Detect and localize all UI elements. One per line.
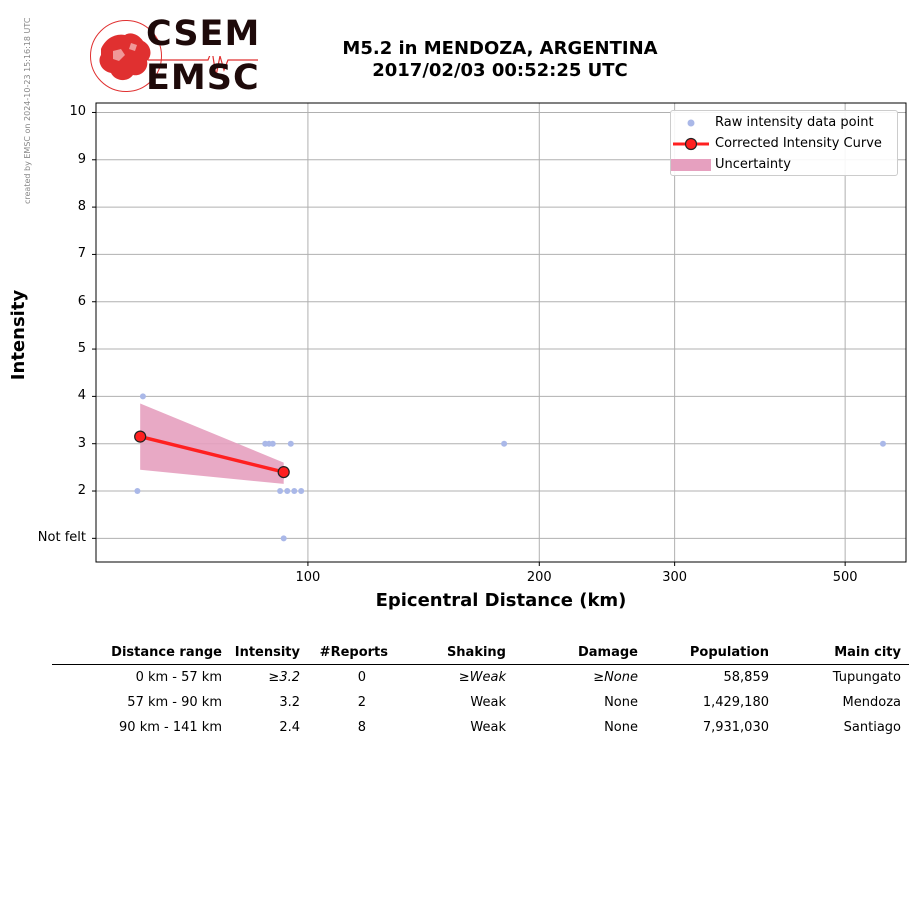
cell-intensity: 3.2 [279,695,300,710]
y-tick-label: 4 [77,388,86,404]
y-tick-label: 8 [77,199,86,215]
cell-distance-range: 0 km - 57 km [135,670,222,685]
cell-reports: 2 [357,695,366,710]
col-main-city: Main city [777,640,909,665]
x-axis-label: Epicentral Distance (km) [375,590,627,611]
legend-raw-label: Raw intensity data point [715,115,874,130]
raw-data-point [879,440,886,447]
legend-uncertainty-swatch [671,159,711,171]
y-tick-label: 3 [77,435,86,451]
raw-data-point [291,488,298,495]
cell-reports: 8 [357,720,366,735]
corrected-curve-marker [134,430,147,443]
intensity-summary-table: Distance range Intensity #Reports Shakin… [52,640,909,740]
cell-population: 58,859 [723,670,770,685]
cell-population: 1,429,180 [702,695,769,710]
y-tick-label: 10 [69,104,86,120]
corrected-curve-line [139,434,285,474]
cell-distance-range: 90 km - 141 km [119,720,222,735]
cell-damage: None [604,720,638,735]
cell-intensity: 2.4 [279,720,300,735]
y-axis-label: Intensity [8,289,29,381]
cell-population: 7,931,030 [702,720,769,735]
raw-data-point [298,488,305,495]
y-tick-label: Not felt [37,530,86,546]
cell-main-city: Mendoza [842,695,901,710]
chart-title-line2: 2017/02/03 00:52:25 UTC [372,60,628,81]
corrected-curve-marker [277,465,290,479]
x-tick-label: 100 [295,570,321,585]
cell-shaking: Weak [470,720,506,735]
cell-shaking: ≥Weak [458,670,506,685]
col-population: Population [646,640,777,665]
col-damage: Damage [514,640,646,665]
table-row: 90 km - 141 km 2.4 8 Weak None 7,931,030… [52,715,909,740]
csem-emsc-logo: CSEM EMSC [88,14,261,98]
raw-data-point [287,440,294,447]
y-tick-label: 5 [77,341,86,357]
table-row: 57 km - 90 km 3.2 2 Weak None 1,429,180 … [52,690,909,715]
cell-main-city: Tupungato [832,670,901,685]
raw-data-point [134,488,141,495]
cell-distance-range: 57 km - 90 km [127,695,222,710]
legend-raw-marker [687,119,695,127]
logo-emsc-text: EMSC [146,58,260,98]
y-tick-label: 9 [77,151,86,167]
col-reports: #Reports [308,640,396,665]
cell-damage: None [604,695,638,710]
raw-data-point [501,440,508,447]
x-tick-label: 300 [662,570,688,585]
legend-uncertainty-label: Uncertainty [715,157,791,172]
col-distance-range: Distance range [52,640,230,665]
y-tick-label: 7 [77,246,86,262]
table-row: 0 km - 57 km ≥3.2 0 ≥Weak ≥None 58,859 T… [52,665,909,691]
cell-shaking: Weak [470,695,506,710]
logo-csem-text: CSEM [146,14,261,54]
plot-frame [95,102,907,563]
raw-data-point [280,535,287,542]
y-tick-label: 6 [77,293,86,309]
cell-intensity: ≥3.2 [268,670,300,685]
globe-icon [90,20,162,92]
cell-damage: ≥None [593,670,638,685]
col-shaking: Shaking [396,640,514,665]
legend-curve-label: Corrected Intensity Curve [715,136,882,151]
raw-data-point [277,488,284,495]
x-tick-label: 500 [832,570,858,585]
y-tick-label: 2 [77,483,86,499]
x-tick-label: 200 [526,570,552,585]
chart-title: M5.2 in MENDOZA, ARGENTINA 2017/02/03 00… [300,38,700,82]
table-header-row: Distance range Intensity #Reports Shakin… [52,640,909,665]
raw-data-point [284,488,291,495]
cell-reports: 0 [357,670,366,685]
chart-title-line1: M5.2 in MENDOZA, ARGENTINA [342,38,658,59]
raw-data-point [139,393,146,400]
legend: Raw intensity data point Corrected Inten… [670,110,898,176]
seismogram-icon [148,56,258,77]
legend-curve-marker [684,137,698,151]
cell-main-city: Santiago [843,720,901,735]
col-intensity: Intensity [230,640,308,665]
raw-data-point [269,440,276,447]
